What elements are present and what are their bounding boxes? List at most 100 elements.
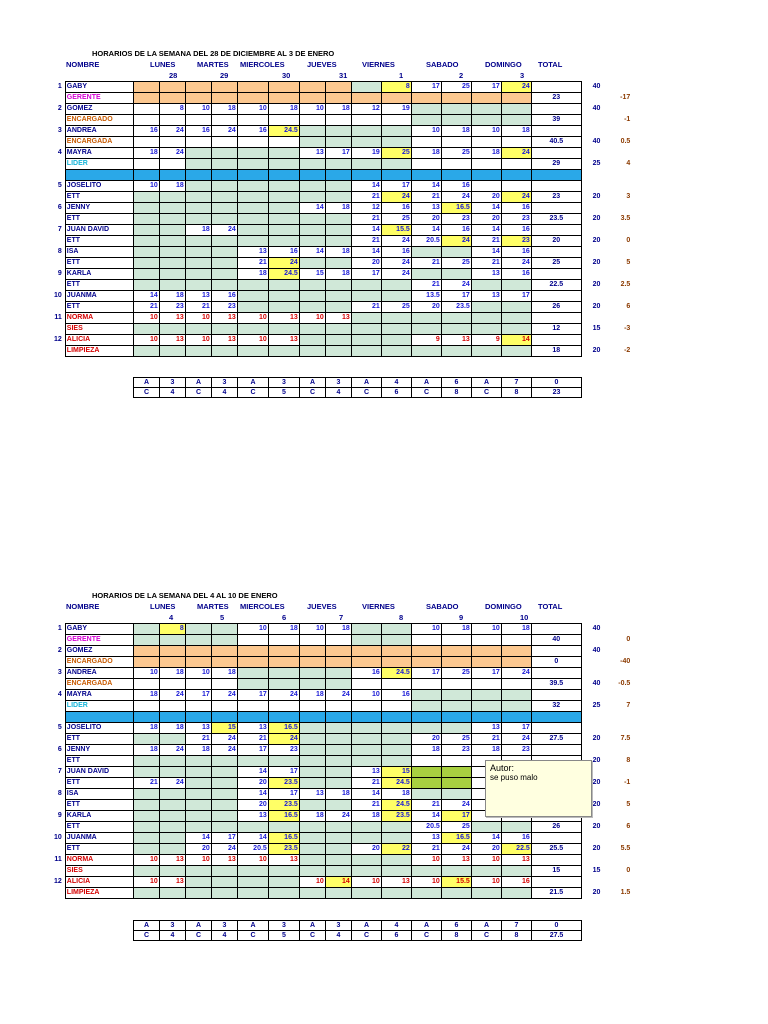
summary-cell[interactable]: A [299, 377, 326, 388]
shift-cell[interactable]: 23 [210, 301, 238, 313]
shift-cell[interactable]: 14 [470, 202, 502, 214]
shift-cell[interactable]: 21 [184, 733, 212, 745]
total-cell[interactable]: 15 [530, 865, 582, 877]
employee-cell[interactable]: ETT [64, 733, 134, 745]
shift-cell[interactable] [500, 821, 532, 833]
shift-cell[interactable]: 16 [440, 180, 472, 192]
shift-cell[interactable]: 14 [350, 180, 382, 192]
total-cell[interactable] [530, 876, 582, 888]
shift-cell[interactable]: 18 [410, 147, 442, 159]
shift-cell[interactable] [350, 700, 382, 712]
shift-cell[interactable]: 14 [470, 224, 502, 236]
shift-cell[interactable] [184, 865, 212, 877]
shift-cell[interactable] [380, 865, 412, 877]
shift-cell[interactable] [132, 191, 160, 203]
shift-cell[interactable] [184, 257, 212, 269]
shift-cell[interactable] [236, 656, 269, 668]
shift-cell[interactable] [210, 92, 238, 104]
summary-cell[interactable]: 27.5 [531, 930, 582, 941]
shift-cell[interactable] [210, 865, 238, 877]
shift-cell[interactable] [132, 158, 160, 170]
summary-cell[interactable]: 4 [325, 387, 352, 398]
employee-cell[interactable]: NORMA [64, 312, 134, 324]
shift-cell[interactable]: 17 [440, 810, 472, 822]
shift-cell[interactable] [410, 92, 442, 104]
shift-cell[interactable] [267, 301, 300, 313]
summary-cell[interactable]: 8 [441, 930, 472, 941]
shift-cell[interactable] [298, 290, 326, 302]
total-cell[interactable] [530, 312, 582, 324]
shift-cell[interactable]: 14 [298, 202, 326, 214]
shift-cell[interactable] [210, 821, 238, 833]
shift-cell[interactable]: 18 [500, 623, 532, 635]
shift-cell[interactable] [132, 678, 160, 690]
summary-cell[interactable]: 3 [325, 377, 352, 388]
shift-cell[interactable] [132, 224, 160, 236]
shift-cell[interactable] [267, 645, 300, 657]
shift-cell[interactable]: 24 [210, 843, 238, 855]
shift-cell[interactable]: 13 [298, 147, 326, 159]
summary-cell[interactable]: A [237, 377, 269, 388]
shift-cell[interactable]: 13 [500, 854, 532, 866]
shift-cell[interactable] [267, 92, 300, 104]
shift-cell[interactable] [210, 788, 238, 800]
shift-cell[interactable] [158, 81, 186, 93]
shift-cell[interactable]: 17 [410, 81, 442, 93]
summary-cell[interactable]: C [411, 387, 442, 398]
summary-cell[interactable]: A [351, 920, 382, 931]
shift-cell[interactable] [210, 213, 238, 225]
shift-cell[interactable]: 18 [210, 103, 238, 115]
shift-cell[interactable]: 23 [500, 744, 532, 756]
employee-cell[interactable]: JUAN DAVID [64, 224, 134, 236]
shift-cell[interactable] [210, 114, 238, 126]
shift-cell[interactable] [470, 678, 502, 690]
shift-cell[interactable] [298, 865, 326, 877]
shift-cell[interactable] [470, 169, 502, 181]
shift-cell[interactable] [236, 290, 269, 302]
shift-cell[interactable] [158, 634, 186, 646]
shift-cell[interactable] [184, 634, 212, 646]
shift-cell[interactable] [470, 865, 502, 877]
shift-cell[interactable]: 23.5 [440, 301, 472, 313]
shift-cell[interactable] [324, 169, 352, 181]
shift-cell[interactable] [158, 865, 186, 877]
shift-cell[interactable]: 21 [410, 799, 442, 811]
shift-cell[interactable] [298, 667, 326, 679]
shift-cell[interactable] [158, 257, 186, 269]
shift-cell[interactable] [158, 345, 186, 357]
shift-cell[interactable] [236, 180, 269, 192]
shift-cell[interactable] [324, 301, 352, 313]
shift-cell[interactable]: 16 [500, 832, 532, 844]
shift-cell[interactable]: 18 [440, 623, 472, 635]
shift-cell[interactable] [324, 821, 352, 833]
employee-cell[interactable]: MAYRA [64, 147, 134, 159]
summary-cell[interactable]: C [185, 387, 212, 398]
shift-cell[interactable]: 10 [236, 334, 269, 346]
shift-cell[interactable]: 15.5 [440, 876, 472, 888]
shift-cell[interactable] [267, 147, 300, 159]
shift-cell[interactable] [132, 81, 160, 93]
shift-cell[interactable] [500, 700, 532, 712]
shift-cell[interactable] [267, 279, 300, 291]
shift-cell[interactable] [132, 169, 160, 181]
summary-cell[interactable]: A [471, 920, 502, 931]
shift-cell[interactable]: 15 [380, 766, 412, 778]
shift-cell[interactable] [470, 279, 502, 291]
shift-cell[interactable]: 13 [184, 290, 212, 302]
shift-cell[interactable] [350, 744, 382, 756]
shift-cell[interactable]: 18 [500, 125, 532, 137]
shift-cell[interactable]: 16 [380, 202, 412, 214]
shift-cell[interactable] [500, 689, 532, 701]
shift-cell[interactable] [267, 887, 300, 899]
shift-cell[interactable] [210, 257, 238, 269]
shift-cell[interactable] [158, 158, 186, 170]
shift-cell[interactable] [440, 103, 472, 115]
shift-cell[interactable]: 21 [350, 235, 382, 247]
total-cell[interactable]: 39 [530, 114, 582, 126]
shift-cell[interactable] [500, 634, 532, 646]
shift-cell[interactable] [210, 235, 238, 247]
shift-cell[interactable] [158, 766, 186, 778]
shift-cell[interactable] [184, 711, 212, 723]
shift-cell[interactable]: 13 [440, 854, 472, 866]
shift-cell[interactable] [440, 656, 472, 668]
